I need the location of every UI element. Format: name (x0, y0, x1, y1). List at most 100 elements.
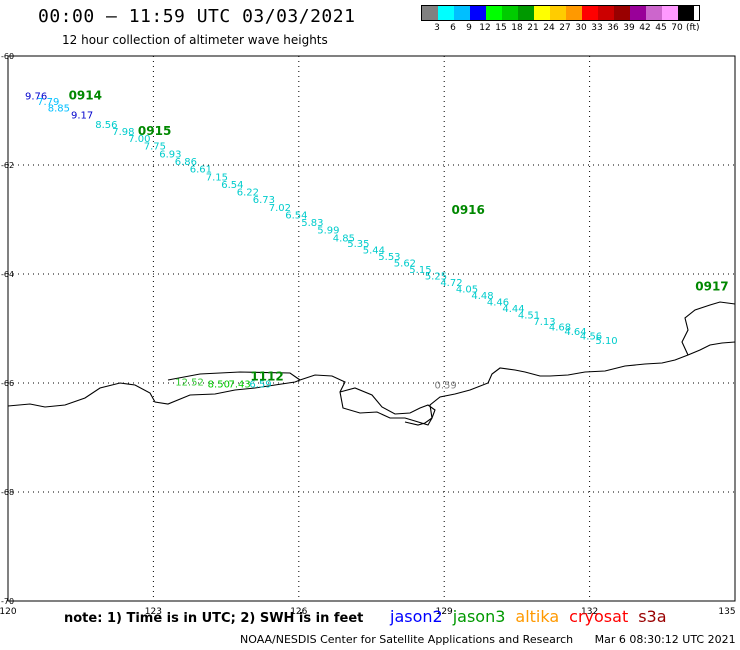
coastline-inlet (339, 387, 436, 426)
swh-value-label: 4.44 (502, 304, 524, 315)
pass-id-label: 0914 (69, 89, 102, 103)
swh-value-label: 6.61 (190, 165, 212, 176)
legend-swatch (454, 6, 470, 20)
swh-value-label: 5.53 (378, 252, 400, 263)
legend-swatch (470, 6, 486, 20)
pass-id-label: 0917 (695, 279, 728, 293)
coastline (7, 301, 736, 426)
swh-value-label: 8.85 (48, 104, 70, 115)
legend-swatch (566, 6, 582, 20)
legend-label: 42 (639, 23, 651, 33)
swh-value-label: 4.05 (456, 285, 478, 296)
swh-value-label: 7.02 (269, 203, 291, 214)
swh-value-label: 7.75 (144, 142, 166, 153)
lon-tick-label: 129 (436, 607, 453, 617)
legend-swatch (582, 6, 598, 20)
swh-value-label: 0.59 (435, 380, 457, 391)
swh-value-label: 6.86 (175, 157, 197, 168)
lon-tick-label: 126 (290, 607, 307, 617)
ice-shelf-edge (167, 371, 301, 381)
swh-value-label: 5.44 (363, 245, 385, 256)
legend-label: 3 (434, 23, 440, 33)
swh-value-label: 9.76 (25, 92, 47, 103)
swh-value-label: 5.15 (409, 265, 431, 276)
footer-note: note: 1) Time is in UTC; 2) SWH is in fe… (64, 611, 364, 626)
antarctic-coastline (7, 341, 736, 426)
coastline-peninsula (681, 301, 736, 356)
satellite-name: jason3 (452, 607, 506, 626)
graticule (8, 56, 735, 601)
legend-swatch (550, 6, 566, 20)
satellite-name: s3a (638, 607, 667, 626)
legend-label: 24 (543, 23, 555, 33)
lon-tick-label: 123 (145, 607, 162, 617)
legend-label: 27 (559, 23, 571, 33)
credit-text: NOAA/NESDIS Center for Satellite Applica… (240, 633, 574, 646)
swh-value-label: 5.35 (347, 239, 369, 250)
swh-value-label: 5.25 (425, 271, 447, 282)
swh-value-label: 4.68 (549, 323, 571, 334)
legend-swatch (534, 6, 550, 20)
satellite-name: jason2 (390, 607, 443, 626)
legend-labels: 3 6 9 12 15 18 21 24 27 30 33 36 39 42 45 70 (ft) (421, 23, 699, 33)
lon-tick-label: 135 (718, 607, 735, 617)
swh-value-label: 7.98 (112, 127, 134, 138)
swh-value-label: 9.17 (71, 111, 93, 122)
swh-value-label: 4.64 (564, 327, 586, 338)
swh-value-label: 6.93 (159, 149, 181, 160)
lat-tick-label: -68 (1, 488, 14, 497)
swh-value-label: 6.73 (253, 195, 275, 206)
swh-value-label: 7.43 (229, 379, 251, 390)
satellite-legend: jason2 jason3 altika cryosat s3a (390, 607, 677, 626)
swh-value-label: 6.54 (221, 180, 243, 191)
swh-value-label: 4.46 (487, 298, 509, 309)
swh-value-label: 7.79 (37, 97, 59, 108)
legend-label: 30 (575, 23, 587, 33)
axis-tick-labels: 120 123 126 129 132 135 -60 -62 -64 -66 -68 -70 (0, 52, 736, 617)
legend-swatch (518, 6, 534, 20)
legend-label: 45 (655, 23, 667, 33)
pass-id-label: 1112 (250, 369, 283, 383)
swh-value-label: 6.59 (249, 379, 271, 390)
lat-tick-label: -64 (1, 270, 14, 279)
generated-timestamp: Mar 6 08:30:12 UTC 2021 (594, 633, 736, 646)
pass-id-labels: 0914 0915 0916 0917 1112 (69, 89, 729, 384)
swh-value-label: 7.15 (206, 172, 228, 183)
swh-value-label: 4.85 (333, 233, 355, 244)
credit-line: NOAA/NESDIS Center for Satellite Applica… (240, 633, 736, 646)
legend-label: 18 (511, 23, 523, 33)
swh-value-label: 5.10 (595, 336, 617, 347)
legend-swatch (502, 6, 518, 20)
lon-tick-label: 120 (0, 607, 17, 617)
pass-id-label: 0916 (451, 203, 484, 217)
swh-value-label: 5.83 (301, 218, 323, 229)
legend-label: 39 (623, 23, 635, 33)
color-legend: 3 6 9 12 15 18 21 24 27 30 33 36 39 42 45 70 (ft) (421, 5, 700, 33)
legend-label: 9 (466, 23, 472, 33)
swh-value-label: 4.72 (440, 278, 462, 289)
legend-label: 33 (591, 23, 603, 33)
swh-value-label: 5.99 (317, 226, 339, 237)
swh-value-label: 7.13 (533, 317, 555, 328)
swh-value-label: 7.00 (128, 134, 150, 145)
legend-swatch (438, 6, 454, 20)
swh-sample-labels: 9.767.798.859.178.567.987.007.756.936.86… (25, 92, 618, 392)
legend-label: 70 (671, 23, 683, 33)
swh-value-label: 8.50 (208, 379, 230, 390)
chart-title: 00:00 – 11:59 UTC 03/03/2021 (38, 6, 356, 27)
swh-value-label: 12.52 (175, 378, 204, 389)
lat-tick-label: -62 (1, 161, 14, 170)
legend-swatch (614, 6, 630, 20)
swh-value-label: 6.54 (285, 210, 307, 221)
chart-subtitle: 12 hour collection of altimeter wave hei… (62, 33, 328, 47)
legend-swatch (630, 6, 646, 20)
legend-swatch (422, 6, 438, 20)
legend-swatch (598, 6, 614, 20)
legend-swatch (646, 6, 662, 20)
map-frame (7, 55, 736, 602)
satellite-name: cryosat (569, 607, 629, 626)
swh-value-label: 4.56 (580, 331, 602, 342)
legend-swatches (421, 5, 700, 21)
swh-value-label: 6.22 (237, 188, 259, 199)
